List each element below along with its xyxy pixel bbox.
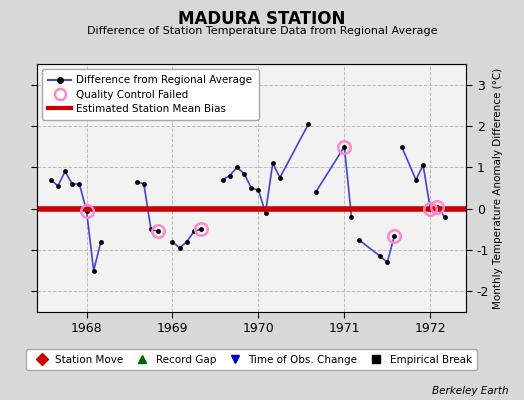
Legend: Station Move, Record Gap, Time of Obs. Change, Empirical Break: Station Move, Record Gap, Time of Obs. C… — [26, 350, 477, 370]
Y-axis label: Monthly Temperature Anomaly Difference (°C): Monthly Temperature Anomaly Difference (… — [493, 67, 504, 309]
Text: Difference of Station Temperature Data from Regional Average: Difference of Station Temperature Data f… — [87, 26, 437, 36]
Text: Berkeley Earth: Berkeley Earth — [432, 386, 508, 396]
Text: MADURA STATION: MADURA STATION — [178, 10, 346, 28]
